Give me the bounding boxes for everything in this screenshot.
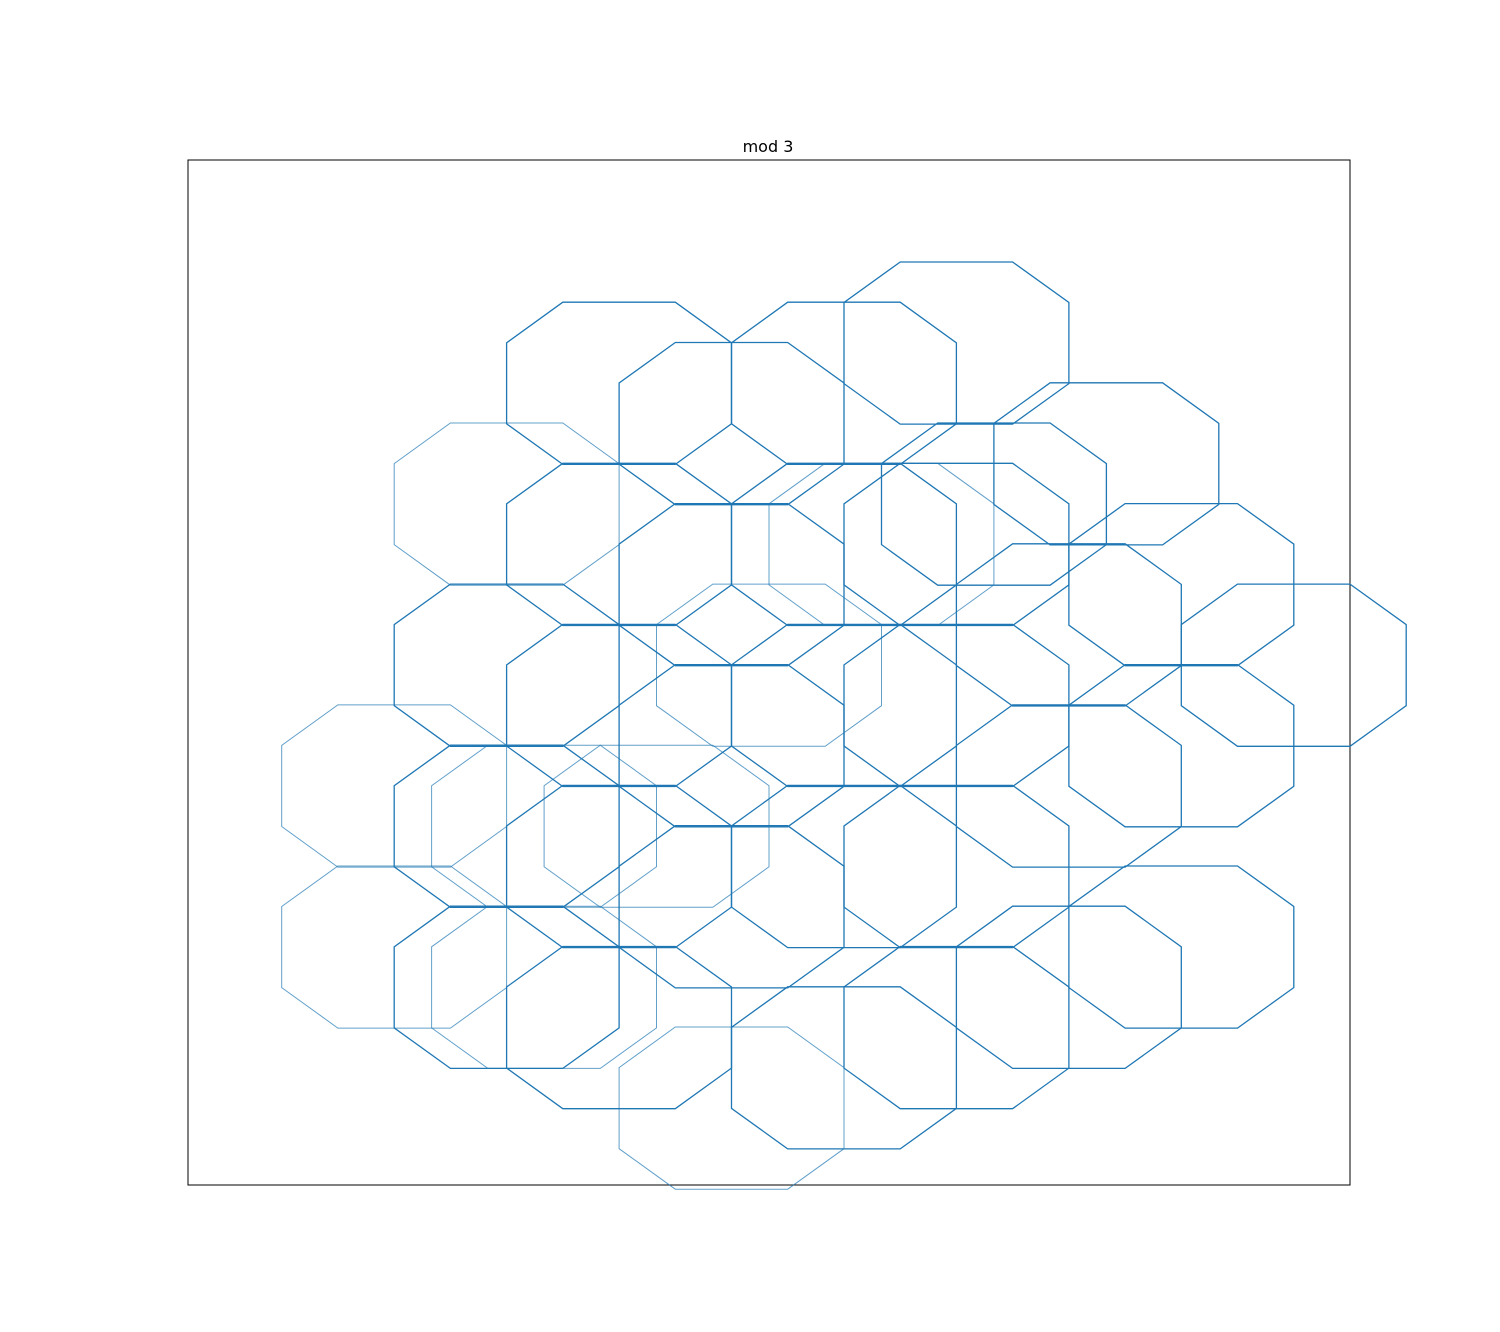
octagon-20 [730, 986, 958, 1150]
octagon-1 [281, 704, 508, 868]
chart-title: mod 3 [743, 137, 794, 156]
octagon-10 [505, 623, 733, 788]
octagon-32 [955, 905, 1182, 1070]
octagon-series [281, 261, 1407, 1190]
plot-area-frame [187, 159, 1351, 1186]
octagon-29 [843, 462, 1070, 627]
octagon-9 [505, 784, 733, 949]
octagon-24 [730, 301, 958, 466]
octagon-14 [618, 1026, 845, 1190]
octagon-15 [618, 825, 845, 989]
octagon-17 [618, 502, 845, 667]
octagon-30 [843, 261, 1070, 425]
octagon-0 [281, 865, 508, 1029]
octagon-36 [1068, 865, 1295, 1029]
octagon-33 [955, 704, 1182, 868]
octagon-18 [618, 341, 845, 506]
octagon-26 [843, 945, 1070, 1110]
octagon-27 [843, 784, 1070, 949]
octagon-37 [1068, 663, 1295, 828]
octagon-5 [393, 422, 620, 586]
octagon-28 [843, 623, 1070, 788]
octagon-39 [1180, 583, 1407, 747]
octagon-11 [505, 462, 733, 627]
octagon-16 [618, 663, 845, 828]
octagon-34 [955, 543, 1182, 707]
octagon-35 [993, 382, 1220, 546]
octagon-12 [505, 301, 733, 466]
octagon-38 [1068, 502, 1295, 667]
octagon-8 [505, 945, 733, 1110]
octagon-6 [431, 905, 657, 1069]
octagon-4 [393, 583, 620, 747]
